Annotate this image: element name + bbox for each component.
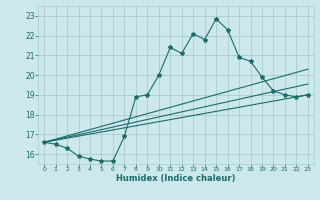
X-axis label: Humidex (Indice chaleur): Humidex (Indice chaleur): [116, 174, 236, 183]
